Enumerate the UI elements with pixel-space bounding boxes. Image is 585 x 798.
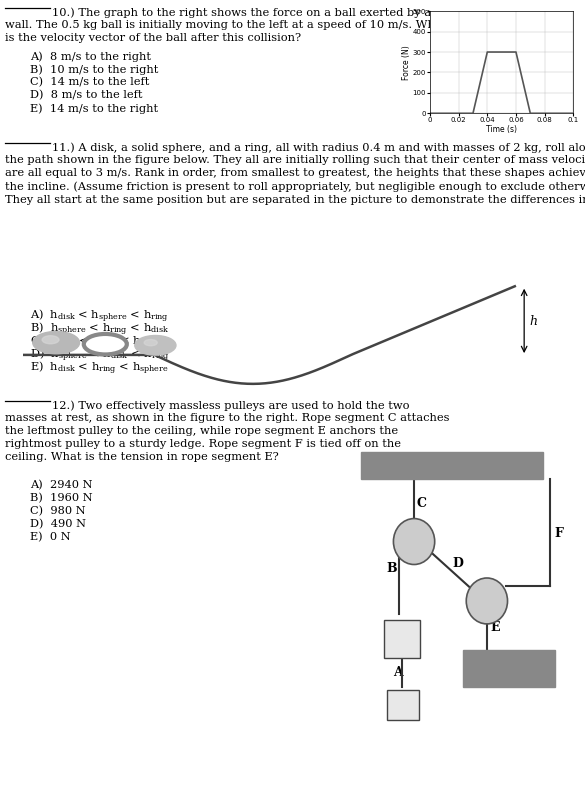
- Text: rightmost pulley to a sturdy ledge. Rope segment F is tied off on the: rightmost pulley to a sturdy ledge. Rope…: [5, 439, 401, 449]
- Text: are all equal to 3 m/s. Rank in order, from smallest to greatest, the heights th: are all equal to 3 m/s. Rank in order, f…: [5, 168, 585, 178]
- Text: is the velocity vector of the ball after this collision?: is the velocity vector of the ball after…: [5, 33, 301, 43]
- Text: wall. The 0.5 kg ball is initially moving to the left at a speed of 10 m/s. What: wall. The 0.5 kg ball is initially movin…: [5, 20, 446, 30]
- Text: masses at rest, as shown in the figure to the right. Rope segment C attaches: masses at rest, as shown in the figure t…: [5, 413, 449, 423]
- Text: C: C: [417, 497, 426, 510]
- Text: 12.) Two effectively massless pulleys are used to hold the two: 12.) Two effectively massless pulleys ar…: [52, 400, 410, 410]
- Text: E)  0 N: E) 0 N: [30, 532, 71, 543]
- Text: D)  $\mathregular{h_{sphere}}$ < $\mathregular{h_{disk}}$ < $\mathregular{h_{rin: D) $\mathregular{h_{sphere}}$ < $\mathre…: [30, 347, 170, 365]
- Circle shape: [144, 339, 157, 346]
- Circle shape: [466, 578, 508, 624]
- Text: D)  8 m/s to the left: D) 8 m/s to the left: [30, 90, 143, 101]
- Circle shape: [135, 335, 176, 355]
- Text: F: F: [555, 527, 564, 540]
- Text: the leftmost pulley to the ceiling, while rope segment E anchors the: the leftmost pulley to the ceiling, whil…: [5, 426, 398, 436]
- Text: D: D: [453, 557, 464, 570]
- Y-axis label: Force (N): Force (N): [402, 45, 411, 80]
- Circle shape: [42, 336, 59, 344]
- Text: ceiling. What is the tension in rope segment E?: ceiling. What is the tension in rope seg…: [5, 452, 278, 462]
- Text: C)  14 m/s to the left: C) 14 m/s to the left: [30, 77, 149, 87]
- Text: E)  $\mathregular{h_{disk}}$ < $\mathregular{h_{ring}}$ < $\mathregular{h_{spher: E) $\mathregular{h_{disk}}$ < $\mathregu…: [30, 360, 168, 377]
- Bar: [463, 650, 555, 687]
- Text: A)  $\mathregular{h_{disk}}$ < $\mathregular{h_{sphere}}$ < $\mathregular{h_{rin: A) $\mathregular{h_{disk}}$ < $\mathregu…: [30, 308, 169, 326]
- Circle shape: [95, 339, 116, 350]
- Text: D)  490 N: D) 490 N: [30, 519, 86, 529]
- Text: B: B: [386, 562, 397, 575]
- Text: E: E: [491, 622, 500, 634]
- Text: 20 kg: 20 kg: [388, 701, 418, 709]
- Text: A)  2940 N: A) 2940 N: [30, 480, 92, 490]
- Text: 10.) The graph to the right shows the force on a ball exerted by a: 10.) The graph to the right shows the fo…: [52, 7, 431, 18]
- Text: C)  980 N: C) 980 N: [30, 506, 85, 516]
- Bar: [387, 690, 419, 720]
- Text: the path shown in the figure below. They all are initially rolling such that the: the path shown in the figure below. They…: [5, 155, 585, 165]
- Text: 11.) A disk, a solid sphere, and a ring, all with radius 0.4 m and with masses o: 11.) A disk, a solid sphere, and a ring,…: [52, 142, 585, 152]
- Text: E)  14 m/s to the right: E) 14 m/s to the right: [30, 103, 158, 113]
- Bar: [360, 452, 543, 480]
- Text: B)  1960 N: B) 1960 N: [30, 493, 92, 504]
- Text: A: A: [394, 666, 403, 679]
- Text: They all start at the same position but are separated in the picture to demonstr: They all start at the same position but …: [5, 194, 585, 204]
- Text: A)  8 m/s to the right: A) 8 m/s to the right: [30, 51, 151, 61]
- Bar: [384, 620, 420, 658]
- Text: 80 kg: 80 kg: [386, 634, 418, 644]
- Text: B)  $\mathregular{h_{sphere}}$ < $\mathregular{h_{ring}}$ < $\mathregular{h_{dis: B) $\mathregular{h_{sphere}}$ < $\mathre…: [30, 321, 169, 338]
- Text: C)  $\mathregular{h_{ring}}$ < $\mathregular{h_{disk}}$ < $\mathregular{h_{spher: C) $\mathregular{h_{ring}}$ < $\mathregu…: [30, 334, 169, 351]
- Circle shape: [84, 334, 127, 354]
- Circle shape: [394, 519, 435, 564]
- Text: B)  10 m/s to the right: B) 10 m/s to the right: [30, 64, 159, 74]
- Text: the incline. (Assume friction is present to roll appropriately, but negligible e: the incline. (Assume friction is present…: [5, 181, 585, 192]
- Circle shape: [33, 331, 80, 354]
- X-axis label: Time (s): Time (s): [486, 124, 517, 134]
- Text: h: h: [530, 315, 538, 328]
